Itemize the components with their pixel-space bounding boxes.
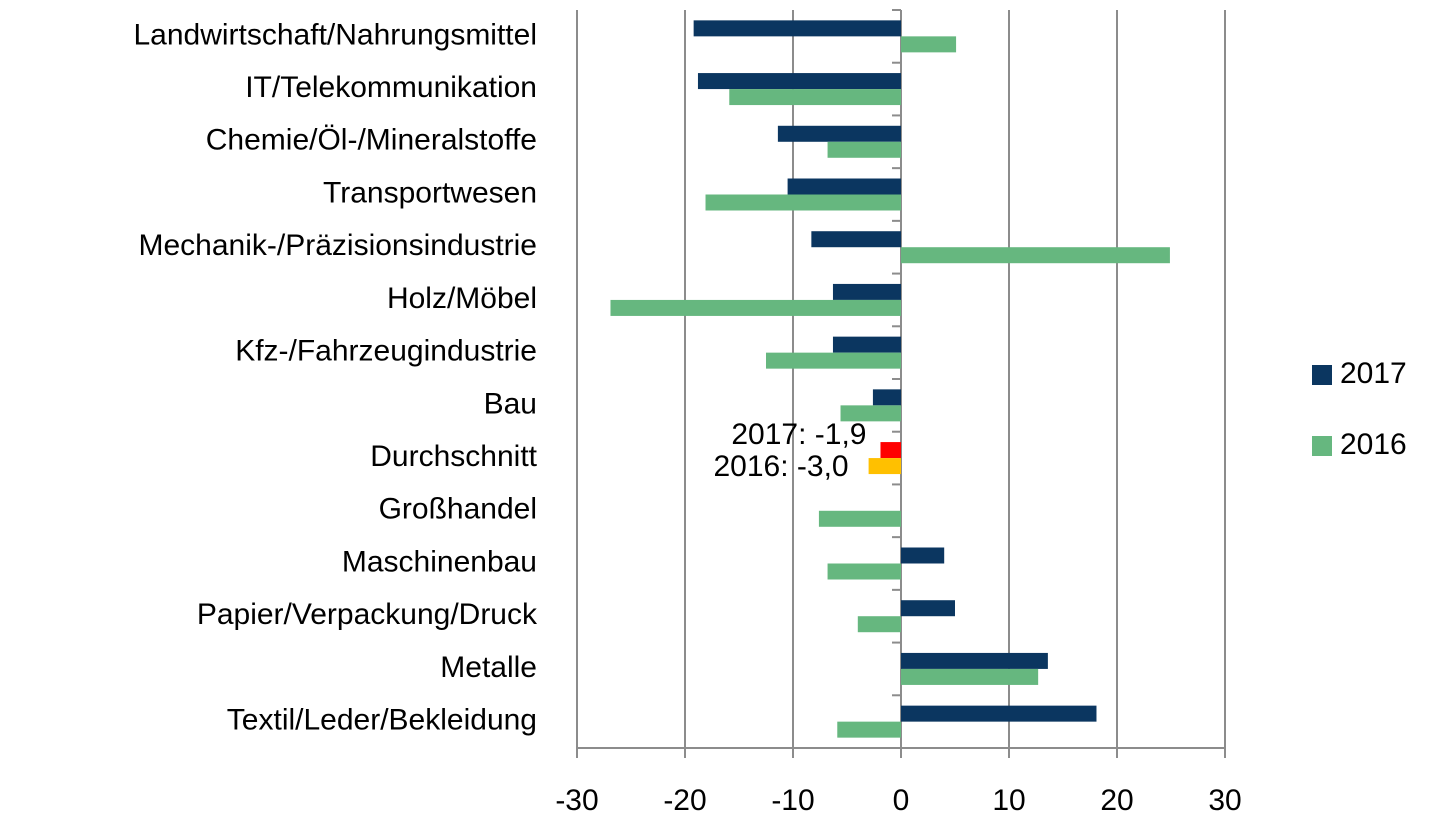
bar xyxy=(872,389,901,406)
bar xyxy=(901,547,945,564)
y-tick-label: Kfz-/Fahrzeugindustrie xyxy=(235,335,537,368)
bar xyxy=(827,141,901,158)
bar xyxy=(837,721,901,738)
y-tick-label: Maschinenbau xyxy=(342,545,537,578)
bar xyxy=(705,194,901,211)
bar xyxy=(729,89,901,106)
x-tick-label: 30 xyxy=(1208,784,1241,817)
y-tick-label: Großhandel xyxy=(379,493,537,526)
bar xyxy=(811,231,901,248)
bar xyxy=(901,668,1039,685)
bar xyxy=(857,616,901,633)
x-tick-label: 0 xyxy=(893,784,910,817)
y-tick-label: Transportwesen xyxy=(323,176,537,209)
legend-label: 2016 xyxy=(1340,428,1407,461)
y-tick-label: Bau xyxy=(484,387,537,420)
legend-label: 2017 xyxy=(1340,357,1407,390)
value-label: 2016: -3,0 xyxy=(713,450,848,483)
bar xyxy=(777,125,901,142)
y-tick-label: IT/Telekommunikation xyxy=(245,71,537,104)
bar xyxy=(901,652,1048,669)
bar xyxy=(880,442,901,459)
bar xyxy=(766,352,901,369)
x-tick-label: 20 xyxy=(1100,784,1133,817)
y-tick-label: Metalle xyxy=(440,651,537,684)
value-label: 2017: -1,9 xyxy=(731,418,866,451)
bar xyxy=(818,510,901,527)
bar xyxy=(868,458,901,475)
bar xyxy=(693,20,901,37)
y-tick-label: Durchschnitt xyxy=(370,440,537,473)
bar xyxy=(901,705,1097,722)
y-tick-label: Mechanik-/Präzisionsindustrie xyxy=(139,229,538,262)
y-tick-label: Textil/Leder/Bekleidung xyxy=(227,704,537,737)
y-tick-label: Chemie/Öl-/Mineralstoffe xyxy=(206,124,537,157)
bar xyxy=(832,336,901,353)
x-tick-label: -10 xyxy=(771,784,814,817)
bar xyxy=(827,563,901,580)
bar xyxy=(610,299,901,316)
x-tick-label: -20 xyxy=(663,784,706,817)
y-tick-label: Holz/Möbel xyxy=(387,282,537,315)
legend-swatch xyxy=(1312,365,1332,385)
legend-swatch xyxy=(1312,436,1332,456)
bar xyxy=(901,36,957,53)
x-tick-label: 10 xyxy=(992,784,1025,817)
bar xyxy=(840,405,901,422)
y-tick-label: Papier/Verpackung/Druck xyxy=(197,598,538,631)
bar xyxy=(832,283,901,300)
bar xyxy=(697,73,901,90)
x-tick-label: -30 xyxy=(555,784,598,817)
bar xyxy=(901,247,1170,264)
bar xyxy=(787,178,901,195)
y-tick-label: Landwirtschaft/Nahrungsmittel xyxy=(133,18,537,51)
bar xyxy=(901,600,955,617)
